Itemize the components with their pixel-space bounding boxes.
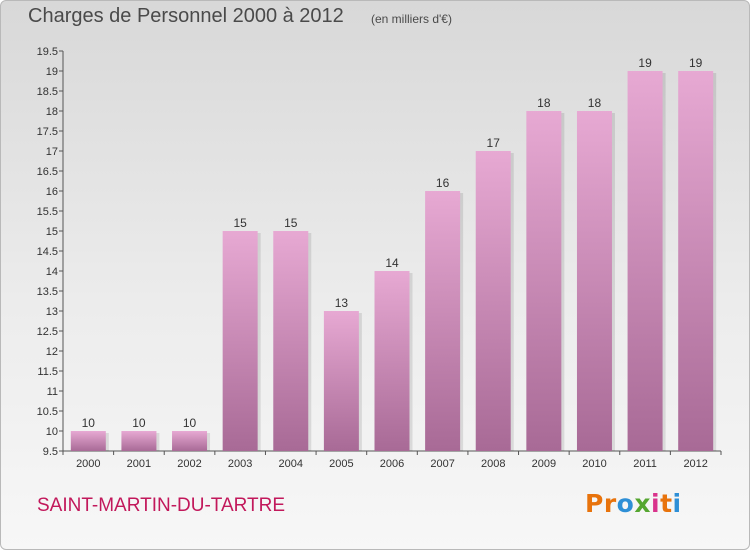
y-tick-label: 10 <box>46 426 58 438</box>
bar-2011 <box>627 71 663 451</box>
bar-value-label: 18 <box>588 96 602 110</box>
y-tick-label: 18 <box>46 106 58 118</box>
x-tick-label: 2003 <box>228 458 252 470</box>
logo-letter: i <box>672 489 682 518</box>
logo-letter: P <box>585 489 604 518</box>
y-tick-label: 13 <box>46 306 58 318</box>
y-tick-label: 17.5 <box>37 126 58 138</box>
x-tick-label: 2010 <box>582 458 606 470</box>
bar-value-label: 16 <box>436 176 450 190</box>
y-tick-label: 11.5 <box>37 366 58 378</box>
proxiti-logo: Proxiti <box>585 489 682 518</box>
bar-2000 <box>70 431 106 451</box>
bar-value-label: 10 <box>82 416 96 430</box>
bar-value-label: 14 <box>385 256 399 270</box>
y-tick-label: 15 <box>46 226 58 238</box>
bar-value-label: 17 <box>487 136 501 150</box>
chart-subtitle: (en milliers d'€) <box>371 12 452 26</box>
x-tick-label: 2011 <box>633 458 657 470</box>
logo-letter: x <box>634 489 651 518</box>
y-tick-label: 12.5 <box>37 326 58 338</box>
x-tick-label: 2005 <box>329 458 353 470</box>
x-tick-label: 2012 <box>683 458 707 470</box>
y-axis: 9.5 10 10.5 11 11.5 12 12.5 13 13.5 14 14.5 15 15.5 1… <box>37 46 64 458</box>
x-tick-label: 2008 <box>481 458 505 470</box>
bar-value-label: 10 <box>183 416 197 430</box>
y-tick-label: 18.5 <box>37 86 58 98</box>
logo-letter: t <box>660 489 673 518</box>
bar-value-label: 19 <box>689 56 703 70</box>
bar-2002 <box>172 431 208 451</box>
y-tick-label: 19 <box>46 66 58 78</box>
y-tick-label: 10.5 <box>37 406 58 418</box>
x-tick-label: 2001 <box>127 458 151 470</box>
chart-title: Charges de Personnel 2000 à 2012 <box>28 5 344 27</box>
x-axis: 2000 2001 2002 2003 2004 2005 2006 2007 2008 2009… <box>62 450 722 470</box>
bar-2010 <box>576 111 612 451</box>
bar-value-label: 13 <box>335 296 349 310</box>
bar-2001 <box>121 431 157 451</box>
y-tick-label: 16.5 <box>37 166 58 178</box>
bar-value-label: 10 <box>132 416 146 430</box>
bar-2006 <box>374 271 410 451</box>
bar-2007 <box>425 191 461 451</box>
logo-letter: r <box>603 489 617 518</box>
y-tick-label: 17 <box>46 146 58 158</box>
bar-2012 <box>678 71 714 451</box>
y-tick-label: 16 <box>46 186 58 198</box>
value-labels: 10 10 10 15 15 13 14 16 17 18 18 19 19 <box>82 56 703 430</box>
bar-2003 <box>222 231 258 451</box>
bars <box>70 71 717 451</box>
bar-value-label: 15 <box>233 216 247 230</box>
y-tick-label: 9.5 <box>43 446 58 458</box>
y-tick-label: 14 <box>46 266 58 278</box>
y-tick-label: 15.5 <box>37 206 58 218</box>
logo-letter: o <box>616 489 635 518</box>
bar-value-label: 19 <box>638 56 652 70</box>
x-tick-label: 2004 <box>279 458 303 470</box>
bar-2009 <box>526 111 562 451</box>
bar-2005 <box>323 311 359 451</box>
x-tick-label: 2006 <box>380 458 404 470</box>
commune-name: SAINT-MARTIN-DU-TARTRE <box>37 495 286 516</box>
bar-2008 <box>475 151 511 451</box>
x-tick-label: 2009 <box>532 458 556 470</box>
bar-2004 <box>273 231 309 451</box>
x-tick-label: 2007 <box>430 458 454 470</box>
logo-letter: i <box>651 489 661 518</box>
x-tick-label: 2000 <box>76 458 100 470</box>
y-tick-label: 12 <box>46 346 58 358</box>
x-tick-label: 2002 <box>177 458 201 470</box>
bar-value-label: 15 <box>284 216 298 230</box>
bar-value-label: 18 <box>537 96 551 110</box>
y-tick-label: 11 <box>47 386 58 398</box>
y-tick-label: 19.5 <box>37 46 58 58</box>
y-tick-label: 13.5 <box>37 286 58 298</box>
y-tick-label: 14.5 <box>37 246 58 258</box>
